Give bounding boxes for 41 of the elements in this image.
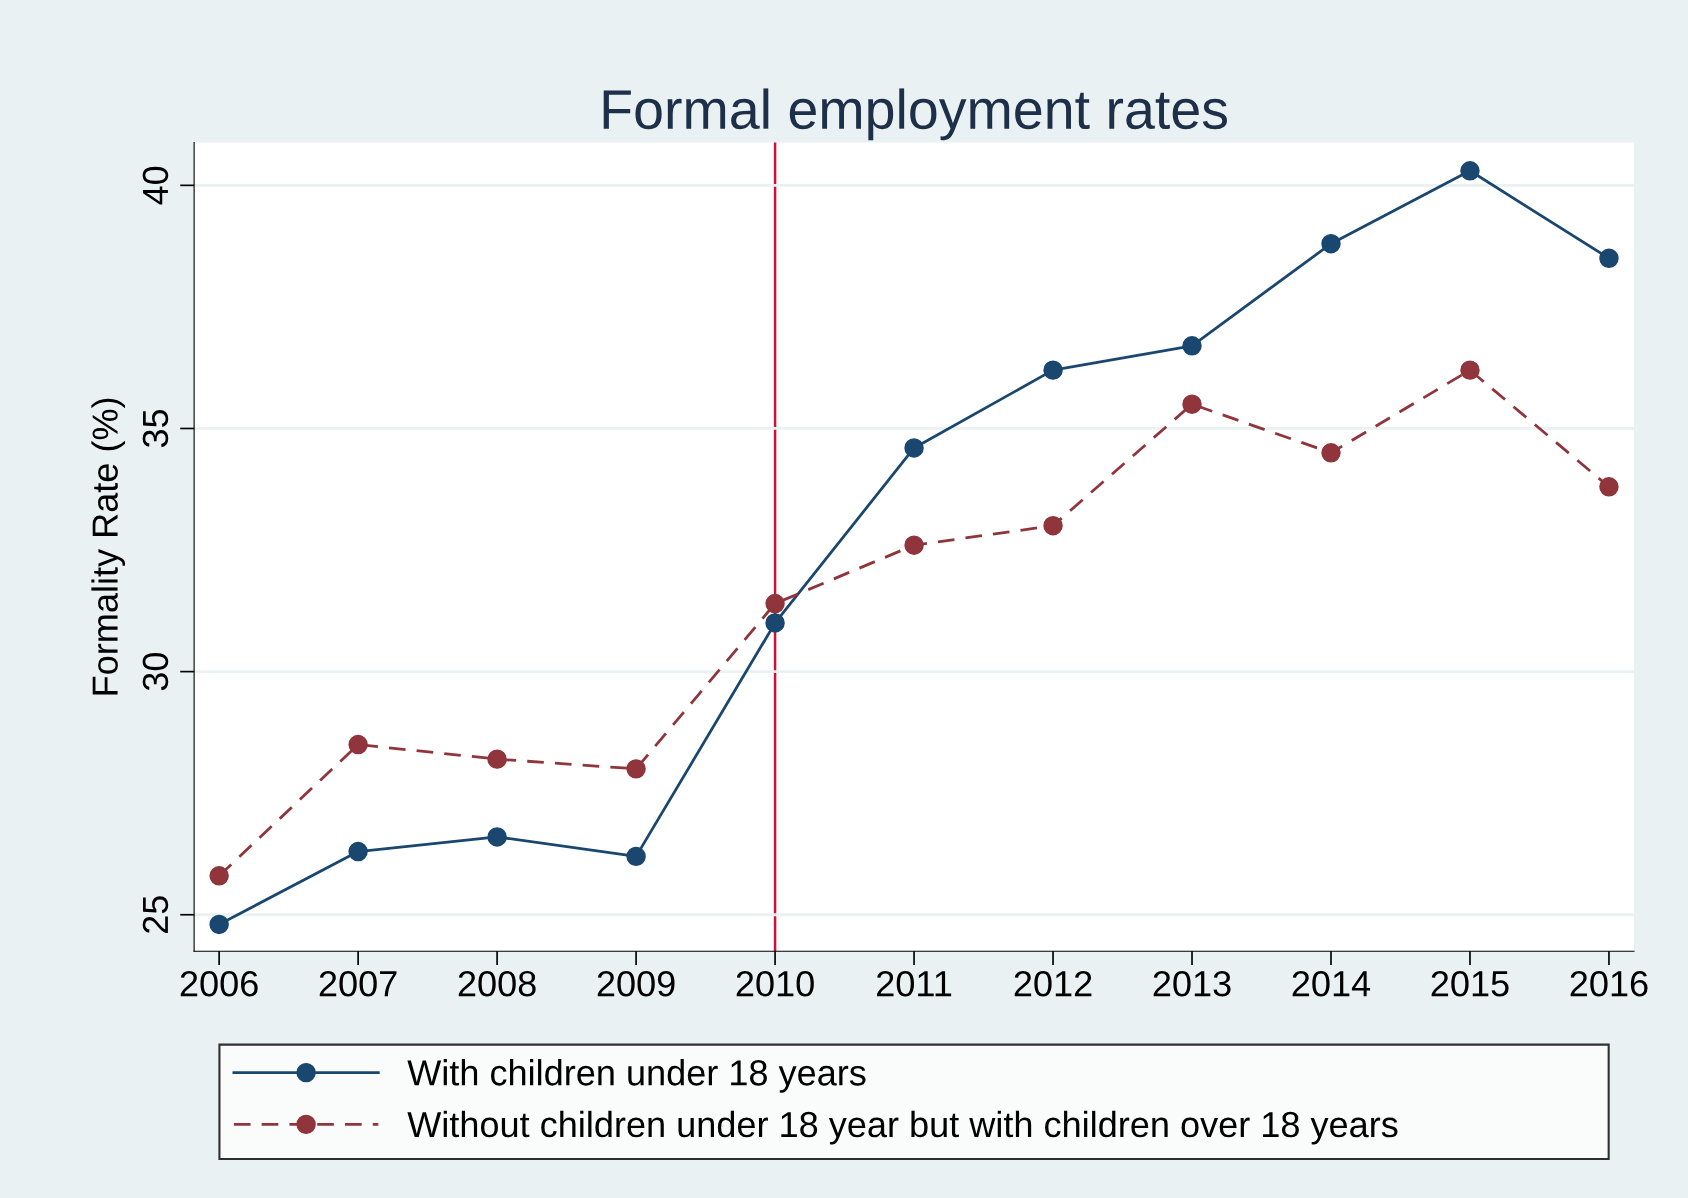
x-tick-label: 2013 xyxy=(1153,970,1231,997)
point xyxy=(904,438,924,458)
x-tick-label: 2010 xyxy=(736,970,814,997)
point xyxy=(904,535,924,555)
point xyxy=(348,841,368,862)
point xyxy=(1182,394,1202,414)
point xyxy=(1599,477,1619,497)
x-tick-label: 2015 xyxy=(1431,970,1509,997)
x-tick-label: 2007 xyxy=(319,970,397,997)
x-tick-label: 2006 xyxy=(180,970,258,997)
y-tick-label: 35 xyxy=(142,409,169,448)
y-tick-label: 40 xyxy=(142,166,169,205)
x-tick-label: 2009 xyxy=(597,970,675,997)
legend-label: Without children under 18 year but with children over 18 years xyxy=(407,1110,1398,1145)
point xyxy=(348,734,368,755)
point xyxy=(1460,360,1480,380)
x-tick-label: 2008 xyxy=(458,970,536,997)
point xyxy=(1321,233,1341,254)
point xyxy=(209,866,229,886)
x-tick-label: 2011 xyxy=(877,970,952,997)
point xyxy=(487,827,507,847)
point xyxy=(209,914,229,935)
point xyxy=(1043,516,1063,536)
point xyxy=(765,593,785,614)
y-tick-label: 30 xyxy=(142,652,169,691)
point xyxy=(1460,161,1480,181)
x-tick-label: 2014 xyxy=(1292,970,1371,997)
legend-label: With children under 18 years xyxy=(407,1059,866,1093)
point xyxy=(1599,248,1619,269)
chart-title: Formal employment rates xyxy=(603,88,1227,141)
point xyxy=(487,749,507,769)
x-tick-label: 2016 xyxy=(1570,970,1648,997)
x-tick-label: 2012 xyxy=(1014,970,1092,997)
point xyxy=(626,846,646,867)
y-axis-title: Formality Rate (%) xyxy=(91,398,126,695)
point xyxy=(1182,336,1202,356)
point xyxy=(626,759,646,779)
point xyxy=(1321,443,1341,463)
y-tick-label: 25 xyxy=(142,896,169,934)
point xyxy=(765,613,785,633)
point xyxy=(1043,360,1063,380)
